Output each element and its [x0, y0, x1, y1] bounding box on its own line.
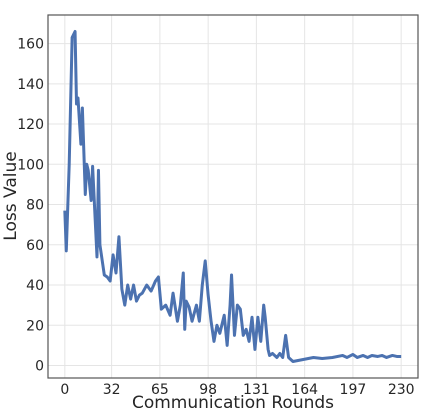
y-tick-label: 60	[26, 238, 44, 254]
x-tick-label: 98	[199, 382, 217, 398]
x-tick-label: 164	[291, 382, 318, 398]
x-tick-label: 65	[151, 382, 169, 398]
x-tick-label: 0	[60, 382, 69, 398]
x-axis-label: Communication Rounds	[132, 393, 334, 413]
x-tick-label: 131	[243, 382, 270, 398]
y-tick-label: 160	[17, 37, 44, 53]
y-axis-label: Loss Value	[1, 151, 21, 240]
y-tick-label: 80	[26, 198, 44, 214]
y-tick-label: 40	[26, 278, 44, 294]
x-tick-label: 197	[340, 382, 367, 398]
y-tick-label: 100	[17, 157, 44, 173]
x-tick-label: 32	[103, 382, 121, 398]
y-tick-label: 140	[17, 77, 44, 93]
y-tick-label: 0	[35, 359, 44, 375]
plot-frame	[47, 14, 419, 379]
y-tick-label: 20	[26, 318, 44, 334]
loss-line	[63, 30, 402, 363]
x-tick-label: 230	[388, 382, 415, 398]
y-tick-label: 120	[17, 117, 44, 133]
